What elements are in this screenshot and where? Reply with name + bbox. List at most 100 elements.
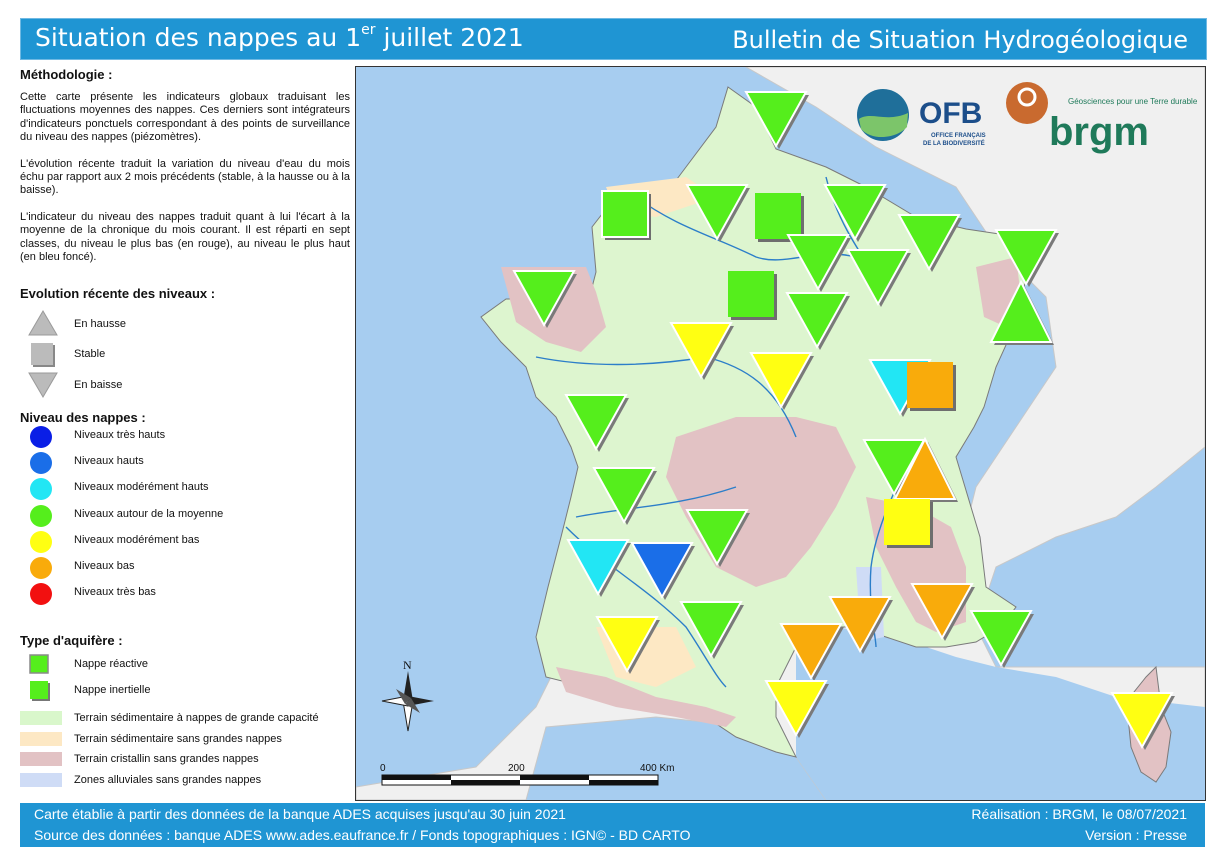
- legend-item-hausse: En hausse: [20, 308, 350, 338]
- triangle-down-icon: [28, 372, 58, 398]
- triangle-down-marker: [512, 270, 577, 328]
- methodology-heading: Méthodologie :: [20, 67, 113, 82]
- level-color-dot: [30, 504, 52, 527]
- legend-item-inertielle: Nappe inertielle: [20, 679, 350, 703]
- terrain-swatch: [20, 752, 62, 766]
- triangle-down-marker: [846, 249, 911, 307]
- level-color-dot: [30, 478, 52, 501]
- aquifer-markers: [512, 91, 1175, 750]
- ofb-logo-subtitle-2: DE LA BIODIVERSITÉ: [923, 139, 985, 147]
- footer-bar: Carte établie à partir des données de la…: [20, 803, 1205, 847]
- legend-item-level: Niveaux très bas: [20, 583, 350, 606]
- triangle-down-marker: [595, 616, 660, 674]
- square-marker: [728, 271, 777, 320]
- north-label: N: [403, 658, 412, 672]
- map-frame: N 0 200 400 Km OFB OFFICE FRANÇAIS DE LA…: [355, 66, 1206, 801]
- triangle-down-marker: [994, 229, 1059, 287]
- legend-item-terrain: Terrain cristallin sans grandes nappes: [20, 750, 350, 770]
- triangle-down-marker: [862, 439, 927, 497]
- ofb-logo-subtitle-1: OFFICE FRANÇAIS: [931, 133, 986, 139]
- triangle-down-marker: [749, 352, 814, 410]
- evolution-heading: Evolution récente des niveaux :: [20, 286, 216, 301]
- triangle-down-marker: [1110, 692, 1175, 750]
- legend-item-reactive: Nappe réactive: [20, 653, 350, 677]
- square-icon: [31, 343, 55, 367]
- scale-label-0: 0: [380, 763, 386, 774]
- triangle-down-marker: [592, 467, 657, 525]
- methodology-paragraph-3: L'indicateur du niveau des nappes tradui…: [20, 210, 350, 264]
- aquifer-heading: Type d'aquifère :: [20, 633, 123, 648]
- compass-icon: [381, 671, 434, 732]
- legend-item-level: Niveaux hauts: [20, 452, 350, 475]
- legend-item-level: Niveaux modérément hauts: [20, 478, 350, 501]
- triangle-down-marker: [785, 292, 850, 350]
- levels-heading: Niveau des nappes :: [20, 410, 146, 425]
- triangle-down-marker: [910, 583, 975, 641]
- triangle-down-marker: [564, 394, 629, 452]
- legend-item-terrain: Terrain sédimentaire sans grandes nappes: [20, 730, 350, 750]
- triangle-up-icon: [28, 310, 58, 336]
- triangle-down-marker: [823, 184, 888, 242]
- triangle-down-marker: [779, 623, 844, 681]
- footer-realisation: Réalisation : BRGM, le 08/07/2021: [971, 806, 1187, 822]
- legend-item-terrain: Terrain sédimentaire à nappes de grande …: [20, 709, 350, 729]
- triangle-down-marker: [679, 601, 744, 659]
- triangle-down-marker: [744, 91, 809, 149]
- methodology-paragraph-1: Cette carte présente les indicateurs glo…: [20, 91, 350, 144]
- brgm-logo-text: brgm: [1049, 110, 1149, 154]
- footer-version: Version : Presse: [1085, 827, 1187, 843]
- brgm-tagline: Géosciences pour une Terre durable: [1068, 97, 1198, 106]
- terrain-swatch: [20, 731, 62, 746]
- triangle-down-marker: [685, 184, 750, 242]
- header-bar: Situation des nappes au 1er juillet 2021…: [20, 18, 1207, 60]
- level-color-dot: [30, 452, 52, 475]
- terrain-crystalline-pyrenees: [556, 667, 736, 727]
- ofb-logo-text: OFB: [919, 97, 982, 130]
- methodology-paragraph-2: L'évolution récente traduit la variation…: [20, 157, 350, 197]
- square-marker: [601, 190, 651, 240]
- map-title: Situation des nappes au 1er juillet 2021: [35, 21, 524, 52]
- scale-label-400: 400 Km: [640, 763, 674, 774]
- legend-item-baisse: En baisse: [20, 370, 350, 400]
- legend-item-stable: Stable: [20, 340, 350, 370]
- legend-item-level: Niveaux très hauts: [20, 426, 350, 448]
- level-color-dot: [30, 426, 52, 448]
- triangle-down-marker: [630, 542, 695, 600]
- legend-panel: Méthodologie : Cette carte présente les …: [20, 67, 350, 787]
- reactive-aquifer-icon: [29, 654, 49, 674]
- triangle-down-marker: [786, 234, 851, 292]
- triangle-down-marker: [897, 214, 962, 272]
- terrain-swatch: [20, 772, 62, 787]
- level-color-dot: [30, 530, 52, 553]
- triangle-down-marker: [764, 680, 829, 738]
- legend-item-level: Niveaux autour de la moyenne: [20, 504, 350, 527]
- square-marker: [907, 362, 956, 411]
- square-marker: [884, 499, 933, 548]
- footer-data-date: Carte établie à partir des données de la…: [34, 806, 566, 822]
- footer-data-source: Source des données : banque ADES www.ade…: [34, 827, 691, 843]
- triangle-down-marker: [969, 610, 1034, 668]
- inertial-aquifer-icon: [30, 681, 50, 701]
- scale-label-200: 200: [508, 763, 525, 774]
- ofb-logo: OFB OFFICE FRANÇAIS DE LA BIODIVERSITÉ: [857, 89, 986, 147]
- square-marker: [755, 193, 804, 242]
- level-color-dot: [30, 557, 52, 579]
- legend-item-level: Niveaux bas: [20, 557, 350, 579]
- legend-item-level: Niveaux modérément bas: [20, 530, 350, 553]
- levels-legend: Niveau des nappes : Niveaux très hauts Ni…: [20, 410, 350, 606]
- triangle-down-marker: [669, 322, 734, 380]
- bulletin-subtitle: Bulletin de Situation Hydrogéologique: [732, 26, 1188, 54]
- france-map: N 0 200 400 Km OFB OFFICE FRANÇAIS DE LA…: [355, 66, 1206, 801]
- aquifer-legend: Type d'aquifère : Nappe réactive Nappe i…: [20, 633, 350, 701]
- evolution-legend: Evolution récente des niveaux : En hauss…: [20, 286, 350, 398]
- level-color-dot: [30, 583, 52, 606]
- legend-item-terrain: Zones alluviales sans grandes nappes: [20, 771, 350, 791]
- mediterranean-sea: [796, 627, 1205, 800]
- brgm-logo: Géosciences pour une Terre durable brgm: [1006, 82, 1198, 154]
- triangle-down-marker: [566, 539, 631, 597]
- triangle-down-marker: [685, 509, 750, 567]
- scale-bar: [381, 774, 659, 786]
- triangle-up-marker: [989, 279, 1054, 345]
- triangle-down-marker: [828, 596, 893, 654]
- river-dordogne: [575, 486, 737, 518]
